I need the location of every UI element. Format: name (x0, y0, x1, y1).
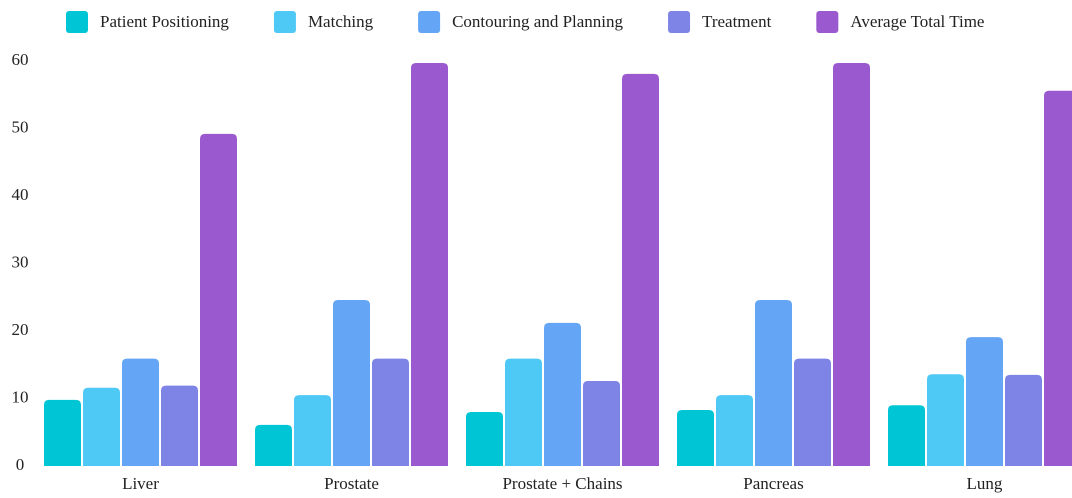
legend-swatch (668, 11, 691, 33)
bar (794, 358, 831, 466)
y-tick-label: 50 (12, 117, 29, 136)
bar (83, 387, 120, 466)
bar (122, 358, 159, 466)
x-tick-label: Lung (967, 474, 1003, 493)
x-tick-label: Prostate + Chains (502, 474, 622, 493)
bar (294, 395, 331, 466)
bar (1005, 374, 1042, 466)
legend-label: Treatment (702, 12, 772, 31)
legend-swatch (273, 11, 296, 33)
bar (161, 385, 198, 466)
bar (411, 63, 448, 467)
bar (622, 73, 659, 466)
bar (755, 299, 792, 466)
y-tick-label: 20 (12, 320, 29, 339)
y-tick-label: 40 (12, 185, 29, 204)
bar (966, 337, 1003, 466)
bar (372, 358, 409, 466)
legend-label: Matching (308, 12, 374, 31)
bar (333, 299, 370, 466)
bar (833, 63, 870, 467)
bar (1044, 90, 1072, 466)
legend-label: Average Total Time (850, 12, 984, 31)
bar (255, 424, 292, 466)
bar (466, 412, 503, 466)
x-tick-label: Pancreas (743, 474, 803, 493)
y-tick-label: 60 (12, 50, 29, 69)
x-tick-label: Prostate (324, 474, 379, 493)
bar (44, 399, 81, 466)
legend-swatch (66, 11, 88, 33)
y-tick-label: 10 (12, 387, 29, 406)
y-tick-label: 30 (12, 252, 29, 271)
y-tick-label: 0 (16, 455, 25, 474)
bar (716, 395, 753, 466)
legend-label: Contouring and Planning (452, 12, 623, 31)
legend-label: Patient Positioning (100, 12, 229, 31)
x-tick-label: Liver (122, 474, 159, 493)
bar (544, 322, 581, 466)
bar (200, 133, 237, 466)
legend-swatch (816, 11, 839, 33)
bar (583, 380, 620, 466)
bar (888, 405, 925, 466)
bar (505, 358, 542, 466)
bar (927, 374, 964, 466)
legend-swatch (418, 11, 441, 33)
bar (677, 409, 714, 466)
